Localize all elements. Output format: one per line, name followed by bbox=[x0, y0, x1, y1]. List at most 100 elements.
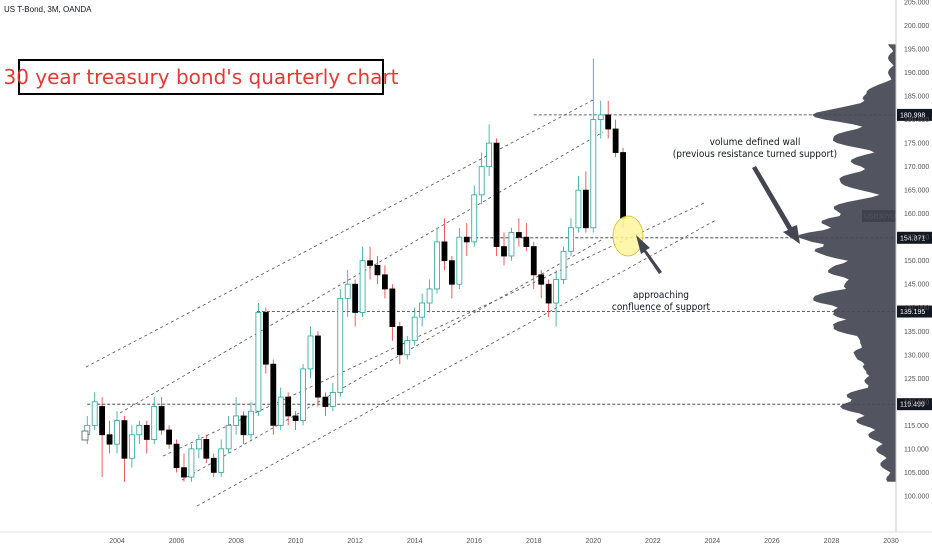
candle-body bbox=[411, 316, 418, 342]
candle-body bbox=[486, 142, 493, 168]
candle-body bbox=[322, 396, 329, 407]
price-tick-label: 100.000 bbox=[904, 493, 929, 500]
price-tick-label: 115.000 bbox=[904, 423, 929, 430]
candle-body bbox=[262, 312, 269, 365]
candle-body bbox=[389, 288, 396, 327]
candle-body bbox=[128, 434, 135, 459]
candle-body bbox=[91, 401, 98, 426]
price-tick-label: 200.000 bbox=[904, 23, 929, 30]
channel-line bbox=[196, 219, 717, 507]
candle-body bbox=[225, 424, 232, 450]
candle-body bbox=[434, 241, 440, 290]
chart-title-box: 30 year treasury bond's quarterly chart bbox=[3, 59, 399, 95]
candle-body bbox=[508, 232, 515, 257]
time-tick-label: 2004 bbox=[109, 538, 125, 545]
candle-body bbox=[292, 415, 299, 422]
price-axis[interactable]: 100.000 105.000 110.000 115.000 120.000 125.0… bbox=[895, 0, 929, 532]
confluence-line-1: approaching bbox=[633, 290, 689, 301]
volume-wall-line-1: volume defined wall bbox=[709, 137, 801, 148]
annotation-shapes bbox=[81, 166, 800, 441]
candle-body bbox=[181, 467, 187, 478]
candle-body bbox=[620, 152, 626, 219]
candle-body bbox=[605, 114, 612, 130]
price-tick-label: 180.000 bbox=[904, 117, 929, 124]
candle-body bbox=[188, 448, 195, 478]
price-tick-label: 185.000 bbox=[904, 94, 929, 101]
price-tick-label: 195.000 bbox=[904, 47, 929, 54]
candle-body bbox=[441, 241, 448, 262]
time-tick-label: 2022 bbox=[645, 538, 661, 545]
candle-body bbox=[255, 312, 262, 412]
price-tick-label: 150.000 bbox=[904, 258, 929, 265]
time-tick-label: 2024 bbox=[705, 538, 721, 545]
candle-body bbox=[106, 434, 113, 445]
price-tick-label: 145.000 bbox=[904, 282, 929, 289]
candle-body bbox=[612, 128, 619, 153]
candle-body bbox=[158, 406, 165, 431]
time-tick-label: 2026 bbox=[764, 538, 780, 545]
candle-body bbox=[203, 439, 210, 459]
volume-profile bbox=[798, 44, 896, 482]
candle-body bbox=[515, 232, 522, 238]
candle-body bbox=[233, 415, 239, 426]
price-tick-label: 110.000 bbox=[904, 446, 929, 453]
candle-body bbox=[344, 283, 351, 299]
candle-body bbox=[426, 288, 433, 304]
candle-body bbox=[121, 420, 128, 459]
chart-title: 30 year treasury bond's quarterly chart bbox=[3, 65, 399, 89]
trend-channel-lines bbox=[85, 99, 717, 507]
time-tick-label: 2008 bbox=[228, 538, 244, 545]
candle-body bbox=[285, 396, 292, 417]
price-tick-label: 160.000 bbox=[904, 211, 929, 218]
candle-body bbox=[463, 236, 470, 243]
time-axis[interactable]: 2004 2006 2008 2010 2012 2014 2016 2018 2020 2022… bbox=[0, 531, 932, 545]
time-tick-label: 2016 bbox=[466, 538, 482, 545]
candle-body bbox=[538, 274, 545, 285]
price-tick-label: 130.000 bbox=[904, 352, 929, 359]
candle-body bbox=[382, 274, 388, 290]
arrow-volume-wall bbox=[752, 166, 800, 244]
left-marker bbox=[81, 430, 89, 441]
candle-body bbox=[523, 236, 530, 247]
candle-body bbox=[582, 189, 589, 229]
candle-body bbox=[471, 194, 478, 243]
candle-body bbox=[501, 246, 507, 257]
candle-body bbox=[329, 392, 336, 407]
channel-line bbox=[181, 238, 604, 481]
candle-body bbox=[114, 420, 120, 445]
candle-body bbox=[210, 457, 217, 473]
candle-body bbox=[367, 260, 373, 266]
price-tick-label: 135.000 bbox=[904, 329, 929, 336]
time-tick-label: 2010 bbox=[288, 538, 304, 545]
time-tick-label: 2006 bbox=[169, 538, 185, 545]
candle-body bbox=[195, 439, 202, 450]
highlight-ellipse bbox=[612, 215, 644, 257]
candle-body bbox=[493, 142, 500, 247]
time-tick-label: 2028 bbox=[824, 538, 840, 545]
candle-body bbox=[404, 340, 411, 356]
price-tick-label: 205.000 bbox=[904, 0, 929, 7]
confluence-line-2: confluence of support bbox=[611, 302, 711, 313]
candle-body bbox=[143, 424, 150, 440]
candle-body bbox=[456, 236, 463, 285]
candle-body bbox=[590, 119, 597, 229]
candle-body bbox=[307, 335, 314, 370]
price-tick-label: 190.000 bbox=[904, 70, 929, 77]
candle-body bbox=[478, 166, 485, 196]
price-level-label: 139.195 bbox=[900, 309, 925, 316]
candle-body bbox=[300, 368, 306, 422]
candle-body bbox=[396, 326, 403, 356]
price-level-label: 180.998 bbox=[900, 112, 925, 119]
candle-body bbox=[99, 406, 106, 436]
candle-body bbox=[173, 443, 180, 469]
price-level-tag bbox=[897, 231, 932, 244]
candle-body bbox=[248, 410, 254, 436]
price-tick-label: 120.000 bbox=[904, 399, 929, 406]
price-tick-label: 125.000 bbox=[904, 376, 929, 383]
candle-body bbox=[545, 283, 552, 304]
price-level-tag bbox=[897, 108, 932, 121]
candle-body bbox=[568, 227, 574, 252]
candle-body bbox=[597, 114, 604, 120]
candle-body bbox=[218, 448, 225, 473]
